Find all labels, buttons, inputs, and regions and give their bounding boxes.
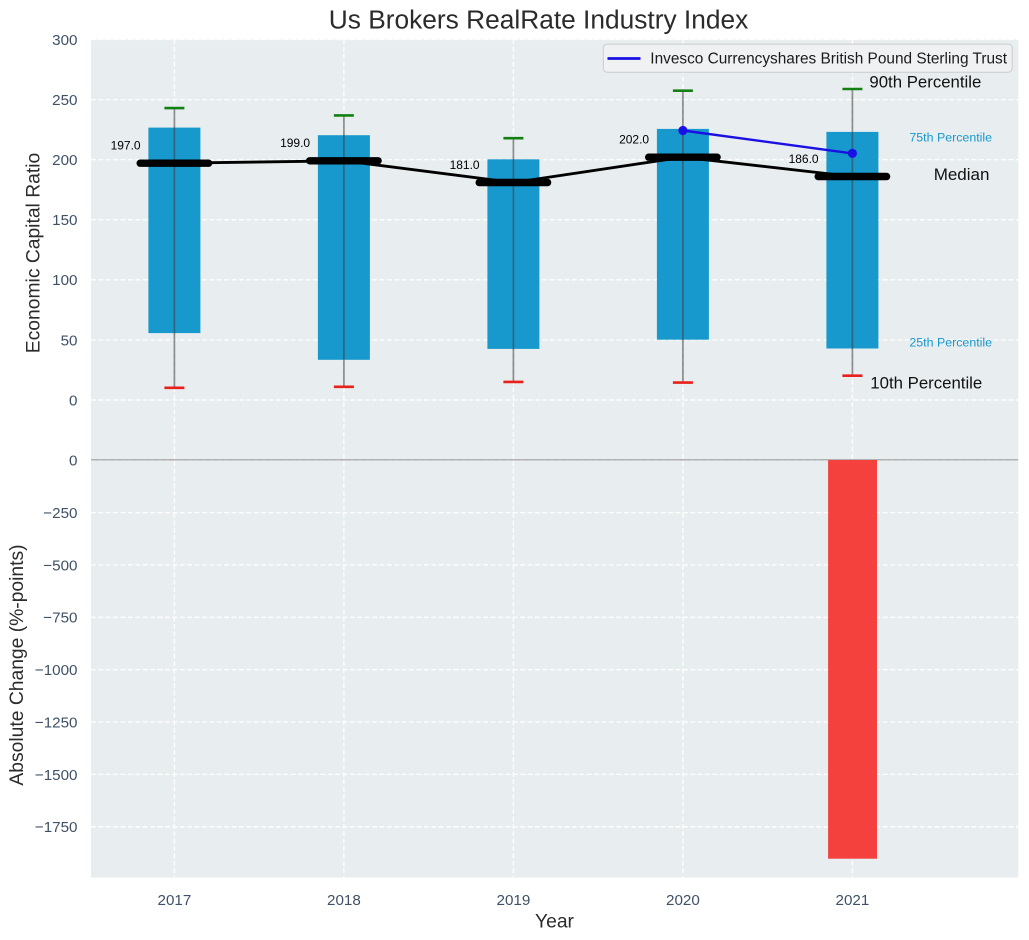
svg-text:Year: Year [535,912,575,933]
svg-text:75th Percentile: 75th Percentile [909,130,992,144]
svg-text:202.0: 202.0 [619,133,649,147]
svg-text:2018: 2018 [327,892,361,909]
svg-text:−250: −250 [43,505,77,522]
svg-text:−1000: −1000 [35,662,78,679]
svg-text:Absolute Change (%-points): Absolute Change (%-points) [7,544,28,785]
svg-text:Economic Capital Ratio: Economic Capital Ratio [24,153,45,353]
svg-text:250: 250 [52,92,77,109]
svg-text:181.0: 181.0 [450,158,480,172]
svg-text:300: 300 [52,32,77,49]
svg-text:2017: 2017 [158,892,192,909]
svg-text:90th Percentile: 90th Percentile [869,73,981,92]
svg-text:25th Percentile: 25th Percentile [909,335,992,349]
svg-text:−1750: −1750 [35,819,78,836]
svg-text:199.0: 199.0 [280,136,310,150]
svg-text:Us Brokers RealRate Industry I: Us Brokers RealRate Industry Index [329,5,748,35]
svg-text:−750: −750 [43,610,77,627]
svg-text:150: 150 [52,212,77,229]
svg-text:−1500: −1500 [35,767,78,784]
svg-text:100: 100 [52,272,77,289]
svg-text:−500: −500 [43,557,77,574]
svg-text:200: 200 [52,152,77,169]
svg-text:186.0: 186.0 [789,152,819,166]
svg-text:Invesco Currencyshares British: Invesco Currencyshares British Pound Ste… [650,50,1007,67]
svg-text:0: 0 [69,392,77,409]
svg-text:0: 0 [69,453,77,470]
svg-text:2020: 2020 [666,892,700,909]
svg-text:197.0: 197.0 [111,139,141,153]
svg-text:2021: 2021 [836,892,870,909]
svg-text:−1250: −1250 [35,714,78,731]
svg-text:2019: 2019 [497,892,531,909]
svg-text:50: 50 [61,332,78,349]
svg-text:10th Percentile: 10th Percentile [870,373,982,392]
svg-text:Median: Median [934,165,990,184]
